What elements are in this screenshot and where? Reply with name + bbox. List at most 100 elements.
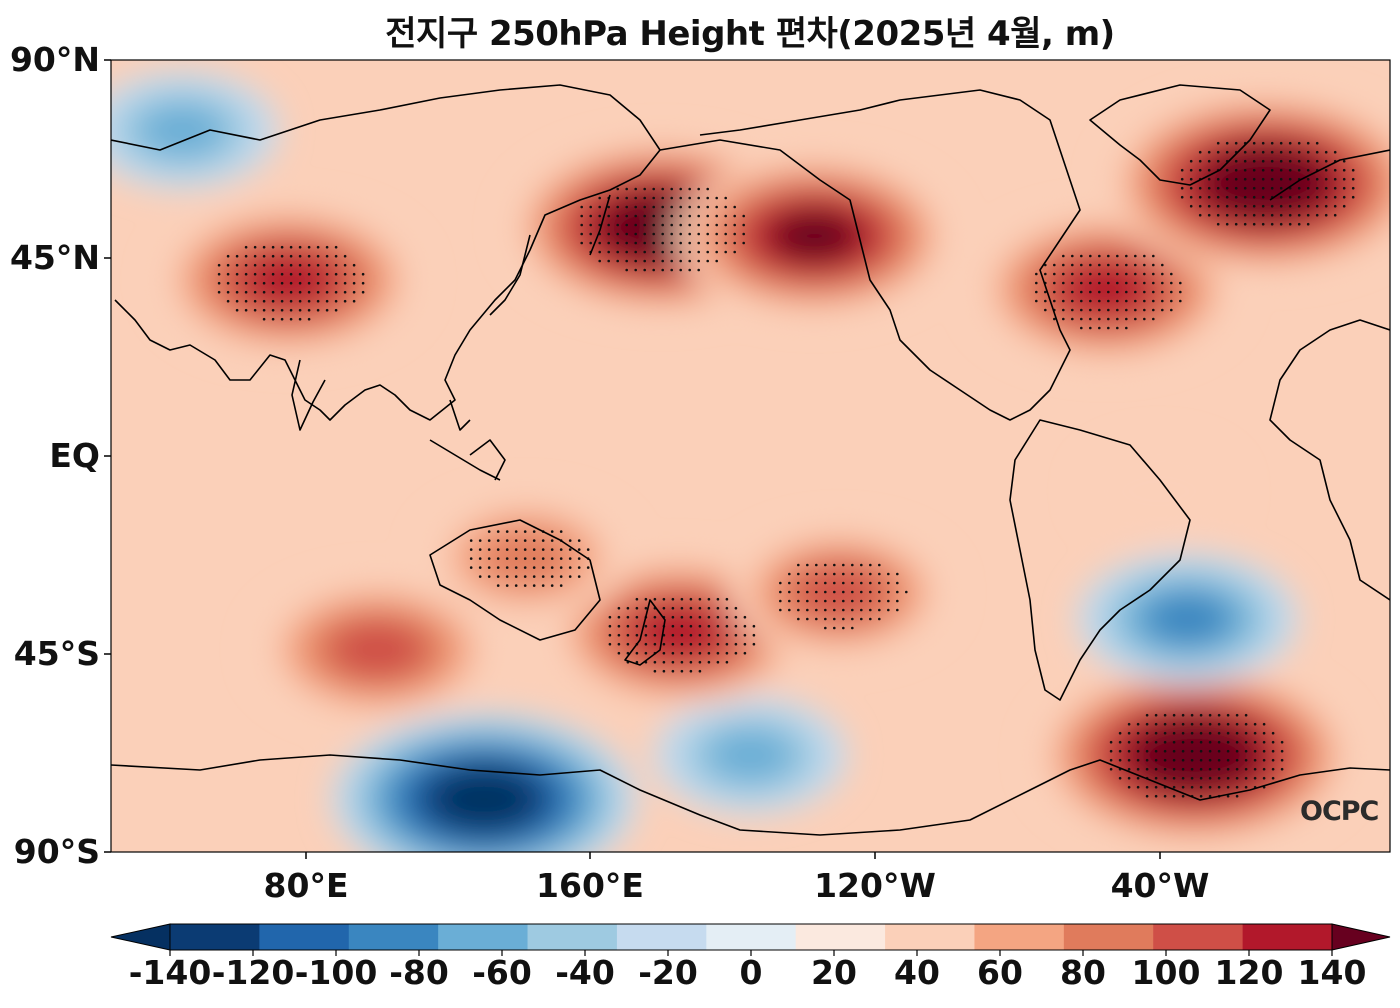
stipple-dot [1172, 749, 1176, 753]
stipple-dot [661, 250, 664, 254]
lat-label-eq: EQ [49, 436, 100, 475]
stipple-dot [662, 642, 666, 646]
stipple-dot [1134, 317, 1137, 321]
stipple-dot [1154, 713, 1158, 717]
stipple-dot [1243, 213, 1247, 217]
stipple-dot [1109, 767, 1113, 771]
stipple-dot [625, 223, 628, 227]
stipple-dot [670, 187, 673, 191]
stipple-dot [1342, 195, 1346, 199]
stipple-dot [325, 281, 329, 285]
stipple-dot [716, 651, 720, 655]
stipple-dot [625, 250, 628, 254]
stipple-dot [469, 557, 473, 560]
stipple-dot [815, 608, 818, 612]
stipple-dot [1243, 168, 1247, 172]
stipple-dot [707, 597, 711, 601]
stipple-dot [698, 606, 702, 610]
stipple-dot [1143, 272, 1146, 276]
anomaly-band-1-5 [770, 210, 859, 262]
stipple-dot [235, 308, 239, 312]
stipple-dot [1279, 150, 1283, 154]
stipple-dot [1207, 168, 1211, 172]
stipple-dot [716, 660, 720, 664]
stipple-dot [523, 557, 527, 560]
stipple-dot [577, 548, 581, 551]
lon-label-120w: 120°W [814, 866, 936, 905]
stipple-dot [1244, 740, 1248, 744]
stipple-dot [1280, 749, 1284, 753]
stipple-dot [1252, 168, 1256, 172]
stipple-dot [878, 572, 881, 576]
coast-antarctica [111, 754, 1390, 836]
stipple-dot [1351, 195, 1355, 199]
stipple-dot [1324, 168, 1328, 172]
stipple-dot [217, 263, 221, 267]
stipple-dot [1125, 254, 1128, 258]
stipple-dot [280, 254, 284, 258]
stipple-dot [280, 281, 284, 285]
stipple-dot [1253, 731, 1257, 735]
stipple-dot [1107, 263, 1110, 267]
stipple-dot [661, 205, 664, 209]
stipple-dot [617, 642, 621, 646]
coast-india [291, 359, 326, 431]
stipple-dot [1134, 308, 1137, 312]
stipple-dot [559, 530, 563, 533]
stipple-dot [806, 617, 809, 621]
stipple-dot [1172, 740, 1176, 744]
stipple-dot [1134, 281, 1137, 285]
stipple-dot [697, 268, 700, 272]
stipple-dot [469, 548, 473, 551]
stipple-dot [298, 272, 302, 276]
lon-label-160e: 160°E [536, 866, 644, 905]
stipple-dot [733, 250, 736, 254]
stipple-dot [1107, 272, 1110, 276]
stipple-dot [698, 651, 702, 655]
stipple-dot [1234, 213, 1238, 217]
stipple-dot [343, 272, 347, 276]
stipple-dot [1207, 213, 1211, 217]
stipple-dot [653, 642, 657, 646]
stipple-dot [1035, 299, 1038, 303]
stipple-dot [271, 290, 275, 294]
colorbar-label: 80 [1060, 953, 1106, 992]
stipple-dot [653, 669, 657, 673]
colorbar-label: -60 [472, 953, 532, 992]
stipple-dot [1190, 758, 1194, 762]
stipple-dot [1053, 299, 1056, 303]
stipple-dot [616, 232, 619, 236]
stipple-dot [689, 624, 693, 628]
stipple-dot [643, 196, 646, 200]
stipple-dot [689, 615, 693, 619]
stipple-dot [1351, 177, 1355, 181]
stipple-dot [779, 590, 782, 594]
stipple-dot [698, 624, 702, 628]
stipple-dot [1116, 281, 1119, 285]
stipple-dot [550, 584, 554, 587]
stipple-dot [1053, 317, 1056, 321]
stipple-dot [262, 245, 266, 249]
stipple-dot [1306, 168, 1310, 172]
stipple-dot [652, 214, 655, 218]
stipple-dot [1217, 785, 1221, 789]
stipple-dot [568, 548, 572, 551]
stipple-dot [716, 624, 720, 628]
stipple-dot [1225, 177, 1229, 181]
stipple-dot [1189, 177, 1193, 181]
stipple-dot [716, 606, 720, 610]
stipple-dot [1225, 213, 1229, 217]
stipple-dot [325, 299, 329, 303]
stipple-dot [715, 205, 718, 209]
stipple-dot [478, 539, 482, 542]
stipple-dot [625, 232, 628, 236]
stipple-dot [1208, 722, 1212, 726]
stipple-dot [715, 250, 718, 254]
stipple-dot [1107, 317, 1110, 321]
stipple-dot [815, 599, 818, 603]
stipple-dot [688, 250, 691, 254]
stipple-dot [1080, 272, 1083, 276]
stipple-dot [1190, 722, 1194, 726]
stipple-dot [670, 232, 673, 236]
